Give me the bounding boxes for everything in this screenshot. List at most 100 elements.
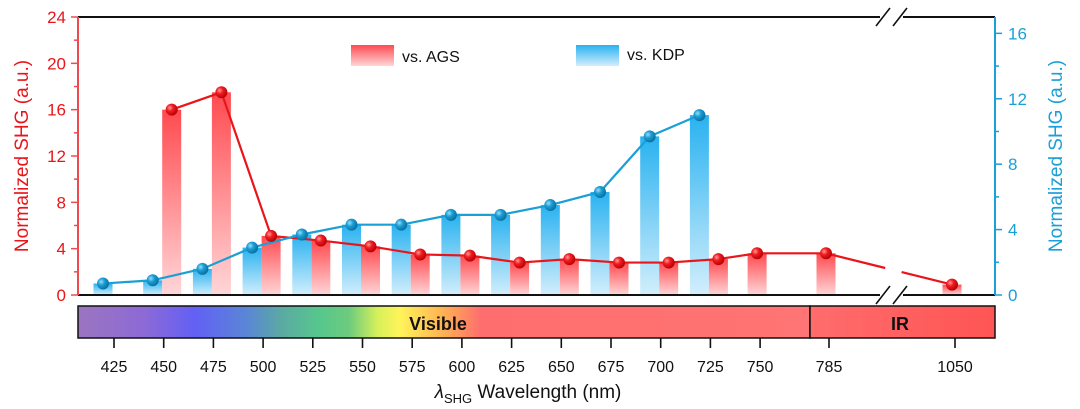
x-tick-label: 425 xyxy=(101,359,128,376)
bar-kdp-500 xyxy=(242,247,262,295)
left-tick-label: 0 xyxy=(57,286,66,305)
point-kdp-425 xyxy=(97,277,109,290)
bar-kdp-475 xyxy=(192,268,212,295)
left-axis-ticks: 0 4 8 12 16 20 24 xyxy=(47,8,78,305)
bar-ags-725 xyxy=(708,259,728,295)
line-ags-segment xyxy=(320,239,371,248)
right-tick-label: 8 xyxy=(1008,155,1017,174)
line-ags-segment xyxy=(370,245,421,256)
left-tick-label: 12 xyxy=(47,147,66,166)
left-tick-label: 4 xyxy=(57,240,66,259)
axis-break-top xyxy=(875,7,908,27)
left-tick-label: 24 xyxy=(47,8,66,27)
point-ags-1050 xyxy=(946,278,958,291)
x-tick-label: 500 xyxy=(250,359,277,376)
bar-ags-650 xyxy=(559,259,579,295)
bar-kdp-525 xyxy=(292,234,312,295)
right-tick-label: 12 xyxy=(1008,90,1027,109)
x-axis-title-lambda: λ xyxy=(434,382,444,403)
x-axis-ticks: 425 450 475 500 525 550 575 600 625 650 675 700 725 7… xyxy=(101,338,973,376)
right-tick-label: 16 xyxy=(1008,24,1027,43)
point-kdp-525 xyxy=(295,228,308,241)
point-kdp-500 xyxy=(246,241,259,254)
point-ags-675 xyxy=(613,256,625,269)
bar-ags-500 xyxy=(261,235,281,295)
bar-kdp-550 xyxy=(342,224,361,295)
legend-label-ags: vs. AGS xyxy=(402,49,460,66)
point-ags-550 xyxy=(364,240,377,253)
bar-ags-675 xyxy=(609,262,629,295)
point-kdp-725 xyxy=(693,109,706,122)
left-tick-label: 8 xyxy=(57,193,66,212)
ir-band xyxy=(809,305,996,339)
bar-ags-785 xyxy=(816,253,836,295)
point-kdp-625 xyxy=(494,208,507,221)
left-tick-label: 16 xyxy=(47,101,66,120)
line-ags-segment xyxy=(519,257,570,264)
ir-label: IR xyxy=(891,314,909,334)
point-kdp-650 xyxy=(544,199,557,212)
x-tick-label: 600 xyxy=(449,359,476,376)
point-ags-725 xyxy=(712,253,725,266)
bar-ags-475 xyxy=(211,92,231,296)
line-ags-segment xyxy=(825,252,886,270)
visible-label: Visible xyxy=(409,314,467,334)
bar-kdp-725 xyxy=(689,115,709,295)
bar-ags-750 xyxy=(747,253,767,295)
line-ags-segment xyxy=(569,257,620,264)
point-ags-525 xyxy=(314,234,327,247)
x-axis-title: λSHG Wavelength (nm) xyxy=(434,382,622,406)
bar-ags-625 xyxy=(510,262,530,295)
bar-kdp-450 xyxy=(143,280,163,295)
bar-ags-600 xyxy=(460,255,480,295)
point-kdp-700 xyxy=(643,130,656,143)
left-axis-title: Normalized SHG (a.u.) xyxy=(12,60,33,252)
x-tick-label: 1050 xyxy=(937,359,973,376)
x-tick-label: 725 xyxy=(697,359,724,376)
line-ags-segment xyxy=(901,270,953,286)
point-ags-625 xyxy=(513,256,526,269)
x-axis-title-rest: Wavelength (nm) xyxy=(472,382,621,403)
legend-swatch-ags xyxy=(351,45,394,66)
point-ags-600 xyxy=(463,249,476,262)
bar-ags-575 xyxy=(410,254,430,295)
x-tick-label: 750 xyxy=(747,359,774,376)
point-ags-575 xyxy=(414,248,427,261)
line-ags-segment xyxy=(718,252,758,261)
point-kdp-575 xyxy=(395,218,408,231)
bar-ags-550 xyxy=(361,246,380,295)
x-tick-label: 700 xyxy=(647,359,674,376)
bar-kdp-650 xyxy=(540,205,560,295)
x-tick-label: 675 xyxy=(598,359,625,376)
right-tick-label: 4 xyxy=(1008,221,1017,240)
right-axis-title: Normalized SHG (a.u.) xyxy=(1046,60,1067,252)
point-ags-785 xyxy=(820,247,832,260)
point-kdp-450 xyxy=(146,274,159,287)
line-ags-segment xyxy=(469,254,520,264)
point-kdp-550 xyxy=(345,218,358,231)
x-tick-label: 785 xyxy=(816,359,843,376)
x-tick-label: 650 xyxy=(548,359,575,376)
bar-kdp-675 xyxy=(590,191,610,295)
point-kdp-675 xyxy=(594,185,606,198)
point-ags-500 xyxy=(265,229,278,242)
right-tick-label: 0 xyxy=(1008,286,1017,305)
axis-break-bottom xyxy=(875,285,908,305)
point-ags-750 xyxy=(751,247,764,260)
x-tick-label: 550 xyxy=(349,359,376,376)
x-tick-label: 525 xyxy=(299,359,326,376)
point-ags-650 xyxy=(563,253,576,266)
visible-band xyxy=(77,305,811,339)
point-ags-475 xyxy=(215,86,228,99)
bar-ags-525 xyxy=(311,240,331,295)
bar-ags-700 xyxy=(659,262,679,295)
x-tick-label: 575 xyxy=(399,359,426,376)
point-kdp-600 xyxy=(444,208,457,221)
x-tick-label: 450 xyxy=(150,359,177,376)
legend-label-kdp: vs. KDP xyxy=(627,47,685,64)
bars-layer xyxy=(93,92,962,296)
legend-swatch-kdp xyxy=(576,45,619,66)
bar-kdp-575 xyxy=(391,224,411,295)
line-ags-segment xyxy=(270,234,321,242)
